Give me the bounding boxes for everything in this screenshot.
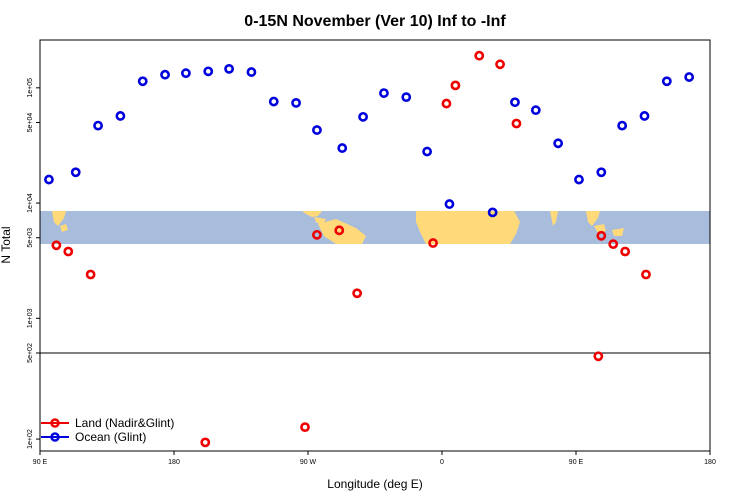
ocean-point-19 [487, 207, 498, 218]
plot-frame [39, 39, 711, 452]
ocean-point-23 [574, 174, 584, 185]
ocean-point-13 [337, 143, 348, 153]
x-tick-label-5: 180 [704, 459, 716, 466]
land-point-15 [620, 246, 631, 257]
ocean-point-22 [553, 138, 564, 149]
ocean-point-0 [44, 174, 54, 185]
x-axis-label: Longitude (deg E) [327, 477, 422, 491]
ocean-point-3 [115, 111, 126, 121]
legend-label-land: Land (Nadir&Glint) [75, 416, 174, 430]
ocean-point-15 [379, 88, 389, 98]
ocean-point-8 [224, 63, 234, 74]
land-point-1 [63, 246, 74, 257]
land-point-0 [51, 240, 62, 251]
ocean-point-12 [312, 125, 322, 135]
ocean-point-7 [203, 66, 214, 77]
map-band-land [52, 211, 624, 244]
land-point-4 [334, 225, 345, 236]
x-axis: 90 E 180 90 W 0 90 E 180 [33, 451, 716, 466]
y-axis: 1e+03 5e+03 1e+04 5e+04 1e+05 5e+02 1e+02 [27, 78, 40, 449]
y-axis-label: N Total [0, 226, 13, 263]
ocean-point-14 [358, 111, 368, 122]
legend: Land (Nadir&Glint) Ocean (Glint) [41, 416, 174, 444]
data-points [44, 50, 695, 448]
ocean-point-21 [530, 105, 541, 116]
y-upper-tick-label-0: 1e+03 [27, 308, 34, 328]
ocean-point-28 [684, 72, 695, 82]
ocean-point-1 [70, 167, 81, 178]
y-upper-tick-label-1: 5e+03 [27, 228, 34, 248]
map-band-ocean [40, 211, 710, 244]
ocean-point-27 [661, 76, 672, 87]
y-upper-tick-label-4: 1e+05 [27, 78, 34, 98]
land-point-13 [596, 230, 607, 241]
ocean-point-11 [291, 97, 301, 108]
ocean-point-2 [93, 120, 103, 131]
legend-label-ocean: Ocean (Glint) [75, 430, 146, 444]
legend-ocean-marker [50, 432, 60, 442]
x-tick-label-2: 90 W [300, 459, 317, 466]
ocean-point-16 [401, 92, 412, 103]
land-point-2 [85, 269, 96, 280]
legend-item-land: Land (Nadir&Glint) [41, 416, 174, 430]
x-tick-label-4: 90 E [569, 459, 584, 466]
y-upper-tick-label-2: 1e+04 [27, 193, 34, 213]
land-point-8 [450, 80, 461, 91]
ocean-point-10 [268, 96, 279, 107]
ocean-point-5 [160, 69, 170, 80]
land-point-3 [312, 229, 322, 240]
ocean-point-25 [617, 120, 628, 131]
ocean-point-24 [596, 167, 607, 178]
legend-land-marker [50, 418, 60, 428]
y-lower-tick-label-1: 1e+02 [27, 429, 34, 449]
ocean-point-4 [137, 76, 148, 87]
land-point-5 [352, 288, 363, 299]
ocean-point-6 [181, 68, 191, 79]
ocean-point-20 [510, 97, 520, 108]
land-point-18 [200, 437, 211, 448]
land-point-17 [300, 422, 310, 433]
land-point-14 [608, 239, 619, 250]
ocean-point-17 [422, 146, 433, 157]
x-tick-label-3: 0 [440, 459, 444, 466]
y-upper-tick-label-3: 5e+04 [27, 113, 34, 133]
land-point-16 [641, 269, 651, 280]
land-point-11 [511, 118, 522, 129]
land-point-9 [474, 50, 485, 61]
land-point-12 [593, 351, 604, 362]
ocean-point-18 [444, 199, 455, 209]
x-tick-label-1: 180 [168, 459, 180, 466]
x-tick-label-0: 90 E [33, 459, 48, 466]
land-point-6 [428, 238, 438, 248]
land-point-7 [441, 98, 452, 109]
legend-item-ocean: Ocean (Glint) [41, 430, 146, 444]
ocean-point-26 [639, 111, 650, 121]
y-lower-tick-label-0: 5e+02 [27, 343, 34, 363]
ocean-point-9 [246, 67, 257, 77]
land-point-10 [495, 59, 505, 70]
map-band [40, 211, 710, 244]
chart-title: 0-15N November (Ver 10) Inf to -Inf [244, 13, 506, 30]
